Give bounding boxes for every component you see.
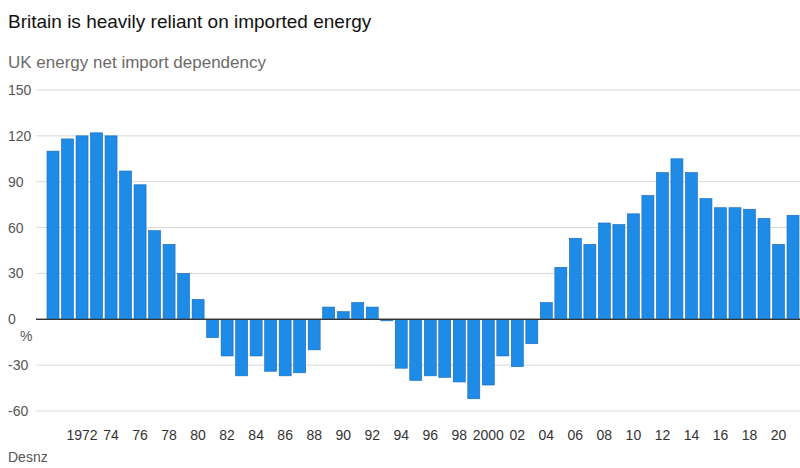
x-tick-label: 98 [451, 427, 467, 443]
x-tick-label: 12 [655, 427, 671, 443]
y-tick-label: 60 [8, 220, 24, 236]
chart: Britain is heavily reliant on imported e… [0, 0, 800, 468]
bar [149, 231, 161, 320]
bar [47, 151, 59, 319]
x-tick-label: 94 [393, 427, 409, 443]
zero-line-top [36, 319, 800, 320]
bar [91, 133, 103, 319]
zero-line [36, 319, 800, 320]
bar [207, 319, 219, 337]
title: Britain is heavily reliant on imported e… [8, 11, 372, 32]
bar [743, 209, 755, 319]
bar [540, 302, 552, 319]
bars [47, 133, 799, 399]
bar [714, 208, 726, 320]
x-tick-label: 14 [684, 427, 700, 443]
bar [700, 199, 712, 320]
x-tick-label: 10 [626, 427, 642, 443]
bar [279, 319, 291, 376]
bar [366, 307, 378, 319]
bar [613, 225, 625, 320]
x-tick-label: 2000 [473, 427, 504, 443]
x-tick-label: 1972 [66, 427, 97, 443]
bar [511, 319, 523, 366]
x-tick-label: 80 [190, 427, 206, 443]
bar [308, 319, 320, 350]
x-tick-label: 82 [219, 427, 235, 443]
bar [120, 171, 132, 319]
y-tick-label: 0 [8, 311, 16, 327]
bar [627, 214, 639, 319]
bar [323, 307, 335, 319]
x-tick-label: 78 [161, 427, 177, 443]
y-tick-label: 30 [8, 265, 24, 281]
bar [729, 208, 741, 320]
bar [439, 319, 451, 377]
x-tick-label: 92 [364, 427, 380, 443]
x-tick-label: 02 [510, 427, 526, 443]
bar [236, 319, 248, 376]
bar [656, 173, 668, 320]
bar [178, 273, 190, 319]
bar [250, 319, 262, 356]
bar [569, 238, 581, 319]
y-tick-label: 90 [8, 174, 24, 190]
x-tick-label: 04 [539, 427, 555, 443]
bar [62, 139, 74, 319]
y-tick-label: 150 [8, 82, 32, 98]
x-tick-label: 18 [742, 427, 758, 443]
bar [526, 319, 538, 343]
bar [555, 267, 567, 319]
bar [352, 302, 364, 319]
bar [337, 312, 349, 320]
chart-root: Britain is heavily reliant on imported e… [0, 0, 800, 468]
bar [584, 244, 596, 319]
bar [424, 319, 436, 376]
bar [787, 215, 799, 319]
x-tick-label: 86 [277, 427, 293, 443]
x-tick-label: 16 [713, 427, 729, 443]
bar [76, 136, 88, 319]
subtitle: UK energy net import dependency [8, 53, 266, 72]
bar [395, 319, 407, 368]
y-tick-label: -30 [8, 357, 28, 373]
x-tick-label: 20 [771, 427, 787, 443]
x-tick-label: 90 [335, 427, 351, 443]
x-tick-label: 76 [132, 427, 148, 443]
bar [410, 319, 422, 380]
bar [468, 319, 480, 398]
bar [758, 218, 770, 319]
y-axis-label: % [20, 328, 32, 344]
x-tick-label: 74 [103, 427, 119, 443]
bar [453, 319, 465, 382]
bar [598, 223, 610, 319]
bar [497, 319, 509, 356]
bar [685, 173, 697, 320]
bar [163, 244, 175, 319]
x-tick-label: 84 [248, 427, 264, 443]
x-tick-label: 96 [422, 427, 438, 443]
bar [294, 319, 306, 373]
grid-line [36, 90, 800, 91]
bar [105, 136, 117, 319]
y-tick-label: 120 [8, 128, 32, 144]
source: Desnz [8, 449, 48, 465]
bar [265, 319, 277, 371]
bar [773, 244, 785, 319]
bar [482, 319, 494, 385]
x-tick-label: 88 [306, 427, 322, 443]
grid-line [36, 135, 800, 136]
grid-line [36, 411, 800, 412]
bar [221, 319, 233, 356]
x-tick-label: 08 [597, 427, 613, 443]
bar [134, 185, 146, 320]
bar [192, 299, 204, 319]
x-tick-label: 06 [568, 427, 584, 443]
bar [671, 159, 683, 319]
grid [36, 90, 800, 411]
bar [642, 195, 654, 319]
y-tick-label: -60 [8, 403, 28, 419]
